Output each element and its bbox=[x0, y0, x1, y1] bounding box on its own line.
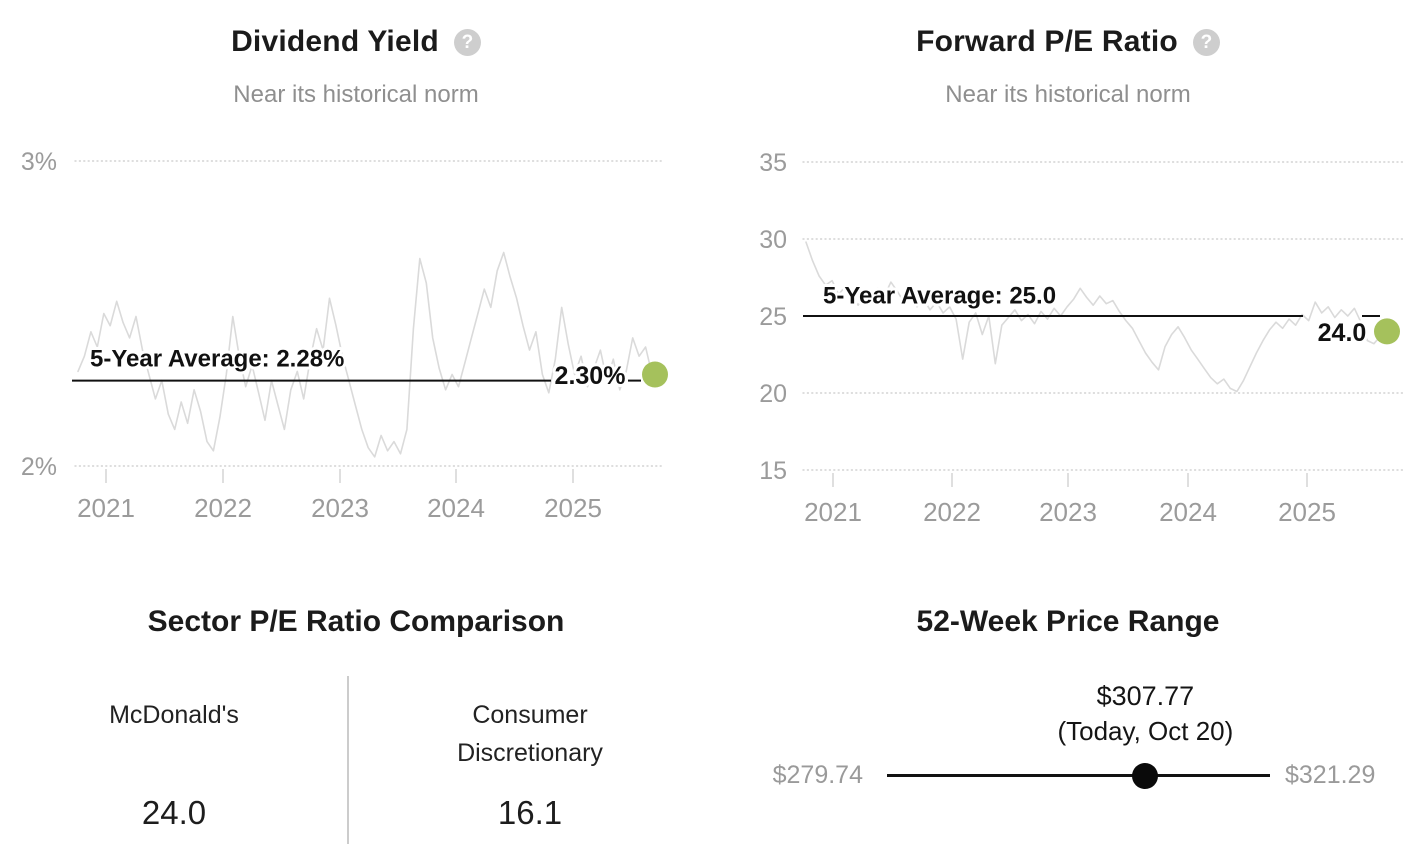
dividend-yield-subtitle: Near its historical norm bbox=[233, 81, 479, 108]
series-line bbox=[77, 251, 653, 458]
dividend-yield-title-row: Dividend Yield ? bbox=[0, 24, 712, 60]
current-price: $307.77 bbox=[1096, 681, 1195, 711]
series-line bbox=[805, 241, 1388, 393]
sector-column-consumer-discretionary: Consumer Discretionary 16.1 bbox=[348, 560, 712, 846]
question-mark-icon[interactable]: ? bbox=[453, 28, 481, 56]
company-label: McDonald's bbox=[109, 701, 239, 729]
current-price-date: (Today, Oct 20) bbox=[1057, 716, 1234, 746]
y-axis-label: 30 bbox=[759, 226, 787, 254]
high-price-label: $321.29 bbox=[1285, 761, 1376, 789]
y-axis-label: 15 bbox=[759, 457, 787, 485]
sector-comparison-title: Sector P/E Ratio Comparison bbox=[147, 605, 565, 638]
dividend-yield-chart: 3% 2% 2021 2022 2023 2024 2025 5-Year Average: … bbox=[21, 148, 668, 523]
forward-pe-panel: Forward P/E Ratio ? Near its historical … bbox=[712, 0, 1424, 560]
sector-pe-comparison-panel: Sector P/E Ratio Comparison McDonald's 2… bbox=[0, 560, 712, 846]
x-axis-label: 2023 bbox=[1039, 497, 1097, 527]
x-axis-label: 2024 bbox=[427, 493, 485, 523]
forward-pe-subtitle: Near its historical norm bbox=[945, 81, 1191, 108]
current-value-dot bbox=[642, 361, 668, 388]
x-axis-label: 2022 bbox=[194, 493, 252, 523]
y-axis-label: 25 bbox=[759, 303, 787, 331]
x-axis-label: 2021 bbox=[77, 493, 135, 523]
x-axis-label: 2025 bbox=[544, 493, 602, 523]
current-value-dot bbox=[1374, 318, 1400, 345]
company-pe-value: 24.0 bbox=[141, 794, 207, 831]
sector-pe-value: 16.1 bbox=[497, 794, 563, 831]
x-axis-label: 2024 bbox=[1159, 497, 1217, 527]
y-axis-label: 20 bbox=[759, 380, 787, 408]
price-range-track bbox=[887, 774, 1270, 777]
dividend-yield-title: Dividend Yield bbox=[231, 25, 439, 58]
price-range-title: 52-Week Price Range bbox=[916, 605, 1220, 638]
y-axis-label: 3% bbox=[21, 148, 57, 176]
dividend-yield-panel: Dividend Yield ? Near its historical nor… bbox=[0, 0, 712, 560]
low-price-label: $279.74 bbox=[772, 761, 863, 789]
x-axis-label: 2022 bbox=[923, 497, 981, 527]
x-axis-label: 2025 bbox=[1278, 497, 1336, 527]
column-divider bbox=[347, 676, 349, 844]
current-value-label: 2.30% bbox=[555, 362, 626, 390]
x-axis-label: 2023 bbox=[311, 493, 369, 523]
x-axis-label: 2021 bbox=[804, 497, 862, 527]
forward-pe-chart: 35 30 25 20 15 2021 2022 2023 2024 2025 5-Year Ave… bbox=[759, 149, 1405, 527]
question-mark-icon[interactable]: ? bbox=[1192, 28, 1220, 56]
average-label: 5-Year Average: 25.0 bbox=[823, 283, 1056, 310]
y-axis-label: 35 bbox=[759, 149, 787, 177]
forward-pe-title-row: Forward P/E Ratio ? bbox=[712, 24, 1424, 60]
average-label: 5-Year Average: 2.28% bbox=[90, 346, 344, 373]
sector-column-mcdonalds: McDonald's 24.0 bbox=[0, 560, 348, 846]
current-value-label: 24.0 bbox=[1318, 319, 1367, 347]
current-price-callout: $307.77 (Today, Oct 20) bbox=[1057, 680, 1233, 750]
price-range-panel: 52-Week Price Range $307.77 (Today, Oct … bbox=[712, 560, 1424, 846]
sector-label: Consumer Discretionary bbox=[457, 701, 603, 767]
y-axis-label: 2% bbox=[21, 453, 57, 481]
current-price-dot bbox=[1132, 763, 1159, 789]
forward-pe-title: Forward P/E Ratio bbox=[916, 25, 1178, 58]
